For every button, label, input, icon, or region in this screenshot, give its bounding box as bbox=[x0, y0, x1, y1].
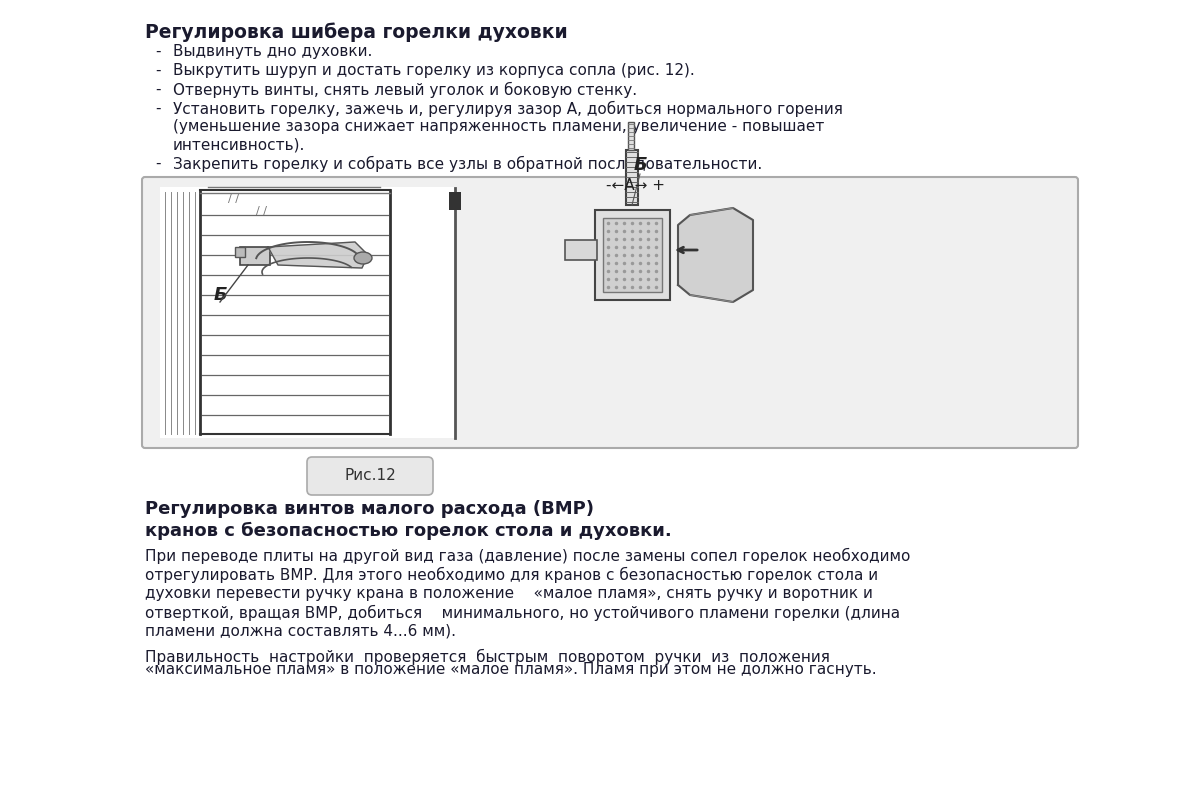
Text: интенсивность).: интенсивность). bbox=[173, 137, 305, 152]
Text: Рис.12: Рис.12 bbox=[344, 467, 396, 482]
Text: При переводе плиты на другой вид газа (давление) после замены сопел горелок необ: При переводе плиты на другой вид газа (д… bbox=[145, 548, 911, 564]
Bar bbox=[595, 210, 670, 300]
Text: -: - bbox=[155, 63, 161, 78]
Text: (уменьшение зазора снижает напряженность пламени, увеличение - повышает: (уменьшение зазора снижает напряженность… bbox=[173, 119, 824, 134]
Text: Регулировка винтов малого расхода (ВМР): Регулировка винтов малого расхода (ВМР) bbox=[145, 500, 594, 518]
Text: «максимальное пламя» в положение «малое пламя». Пламя при этом не должно гаснуть: «максимальное пламя» в положение «малое … bbox=[145, 662, 877, 677]
Text: -: - bbox=[155, 156, 161, 171]
Text: -: - bbox=[155, 82, 161, 97]
Bar bbox=[604, 218, 662, 292]
Text: Б: Б bbox=[634, 156, 647, 174]
Text: / /: / / bbox=[256, 206, 266, 216]
Text: Регулировка шибера горелки духовки: Регулировка шибера горелки духовки bbox=[145, 22, 568, 42]
Text: Правильность  настройки  проверяется  быстрым  поворотом  ручки  из  положения: Правильность настройки проверяется быстр… bbox=[145, 649, 830, 665]
Text: пламени должна составлять 4...6 мм).: пламени должна составлять 4...6 мм). bbox=[145, 624, 456, 639]
Text: Закрепить горелку и собрать все узлы в обратной последовательности.: Закрепить горелку и собрать все узлы в о… bbox=[173, 156, 762, 172]
Text: / /: / / bbox=[228, 194, 239, 204]
Text: Выдвинуть дно духовки.: Выдвинуть дно духовки. bbox=[173, 44, 372, 59]
Ellipse shape bbox=[354, 252, 372, 264]
FancyBboxPatch shape bbox=[307, 457, 433, 495]
Text: кранов с безопасностью горелок стола и духовки.: кранов с безопасностью горелок стола и д… bbox=[145, 522, 672, 540]
Text: Б: Б bbox=[214, 286, 227, 304]
Bar bbox=[628, 122, 634, 150]
Bar bbox=[565, 240, 598, 260]
FancyBboxPatch shape bbox=[142, 177, 1078, 448]
Text: отрегулировать ВМР. Для этого необходимо для кранов с безопасностью горелок стол: отрегулировать ВМР. Для этого необходимо… bbox=[145, 567, 878, 583]
Text: Установить горелку, зажечь и, регулируя зазор А, добиться нормального горения: Установить горелку, зажечь и, регулируя … bbox=[173, 101, 842, 117]
Bar bbox=[449, 192, 461, 210]
Text: -←A→ +: -←A→ + bbox=[606, 178, 665, 193]
Text: -: - bbox=[155, 101, 161, 116]
Bar bbox=[235, 247, 245, 257]
Bar bbox=[240, 247, 270, 265]
Polygon shape bbox=[678, 208, 754, 302]
Text: Отвернуть винты, снять левый уголок и боковую стенку.: Отвернуть винты, снять левый уголок и бо… bbox=[173, 82, 637, 98]
Text: Выкрутить шуруп и достать горелку из корпуса сопла (рис. 12).: Выкрутить шуруп и достать горелку из кор… bbox=[173, 63, 695, 78]
Text: духовки перевести ручку крана в положение    «малое пламя», снять ручку и воротн: духовки перевести ручку крана в положени… bbox=[145, 586, 872, 601]
Bar bbox=[626, 150, 638, 205]
Text: отверткой, вращая ВМР, добиться    минимального, но устойчивого пламени горелки : отверткой, вращая ВМР, добиться минималь… bbox=[145, 605, 900, 621]
Text: -: - bbox=[155, 44, 161, 59]
Bar bbox=[160, 187, 455, 438]
Polygon shape bbox=[268, 242, 368, 268]
